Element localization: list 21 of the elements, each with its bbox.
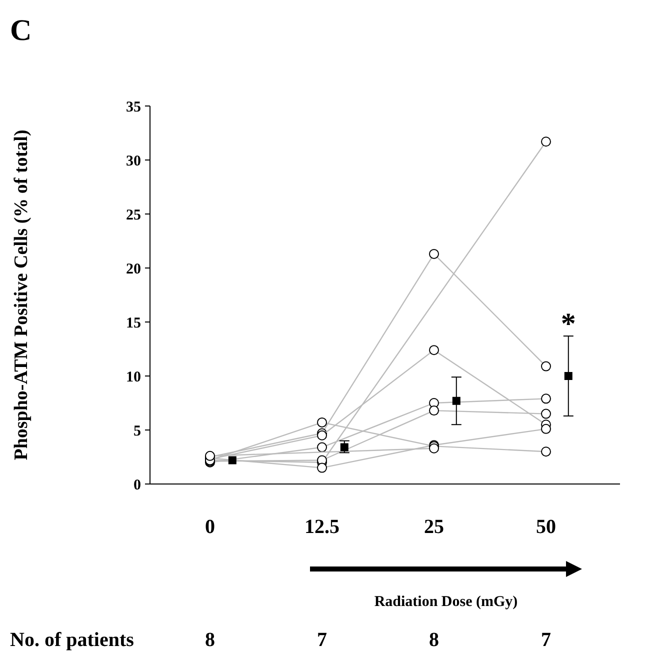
x-tick-label: 0 (205, 516, 215, 538)
text: 8 (429, 629, 439, 651)
x-tick-label: 25 (424, 516, 444, 538)
y-tick-label: 0 (134, 477, 141, 494)
x-tick-label: 50 (536, 516, 556, 538)
y-tick-label: 10 (126, 369, 141, 386)
text: 7 (541, 629, 551, 651)
y-tick-label: 15 (126, 315, 141, 332)
text: No. of patients (10, 629, 134, 651)
chart-title: C (10, 14, 32, 47)
text: 7 (317, 629, 327, 651)
annotation: * (560, 308, 576, 341)
text: 8 (205, 629, 215, 651)
x-tick-label: 12.5 (304, 516, 340, 538)
x-axis-title: Radiation Dose (mGy) (374, 594, 518, 610)
y-tick-label: 30 (126, 153, 141, 170)
y-tick-label: 5 (134, 423, 141, 440)
y-tick-label: 20 (126, 261, 141, 278)
y-tick-label: 25 (126, 207, 141, 224)
y-axis-title: Phospho-ATM Positive Cells (% of total) (11, 130, 32, 460)
y-tick-label: 35 (126, 99, 141, 116)
